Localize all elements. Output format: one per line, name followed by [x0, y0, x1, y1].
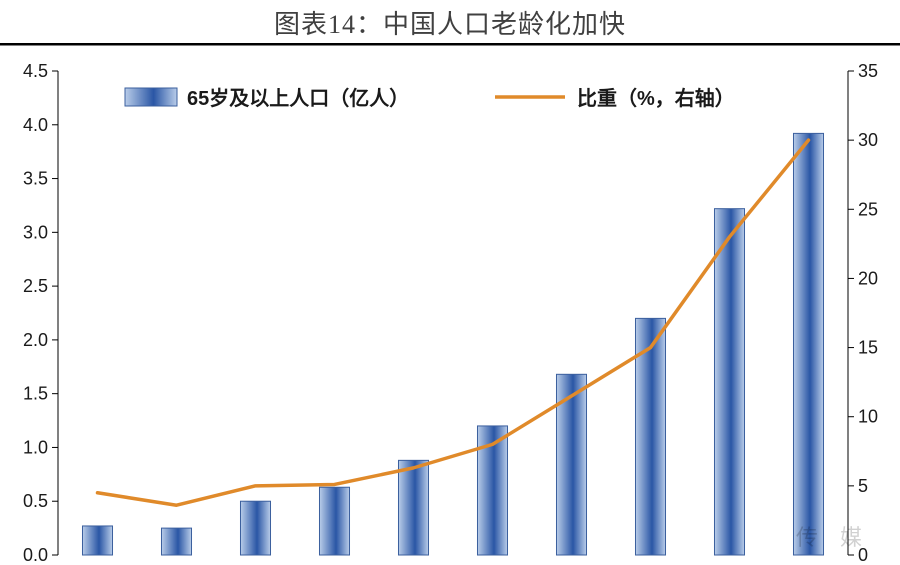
bar	[240, 501, 270, 555]
y-left-tick-label: 4.0	[23, 115, 48, 135]
y-left-tick-label: 0.5	[23, 491, 48, 511]
y-left-tick-label: 2.0	[23, 330, 48, 350]
legend-bar-swatch	[125, 88, 177, 106]
y-left-tick-label: 3.5	[23, 169, 48, 189]
y-right-tick-label: 35	[858, 61, 878, 81]
bar	[398, 460, 428, 555]
bar	[161, 528, 191, 555]
chart-svg: 0.0 0.5 1.0 1.5 2.0 2.5 3.0 3.5 4.0 4.5 0 5 10 15 20 25…	[0, 43, 900, 565]
y-right-tick-label: 0	[858, 545, 868, 565]
y-left-tick-label: 0.0	[23, 545, 48, 565]
y-right-tick-label: 5	[858, 476, 868, 496]
bar	[793, 133, 823, 555]
y-right-tick-label: 30	[858, 130, 878, 150]
y-left-tick-label: 3.0	[23, 222, 48, 242]
y-right-tick-label: 25	[858, 199, 878, 219]
chart-area: 0.0 0.5 1.0 1.5 2.0 2.5 3.0 3.5 4.0 4.5 0 5 10 15 20 25…	[0, 43, 900, 565]
y-right-tick-label: 10	[858, 407, 878, 427]
y-left-tick-label: 1.0	[23, 437, 48, 457]
legend-bar-label: 65岁及以上人口（亿人）	[187, 86, 409, 110]
y-right-tick-label: 15	[858, 338, 878, 358]
line-series	[98, 140, 809, 505]
bar	[82, 526, 112, 555]
legend-line-label: 比重（%，右轴）	[577, 86, 735, 110]
chart-title: 图表14：中国人口老龄化加快	[0, 0, 900, 43]
y-left-tick-label: 4.5	[23, 61, 48, 81]
y-right-tick-label: 20	[858, 268, 878, 288]
bar	[319, 487, 349, 555]
y-left-tick-label: 2.5	[23, 276, 48, 296]
y-left-tick-label: 1.5	[23, 384, 48, 404]
bar	[714, 209, 744, 555]
